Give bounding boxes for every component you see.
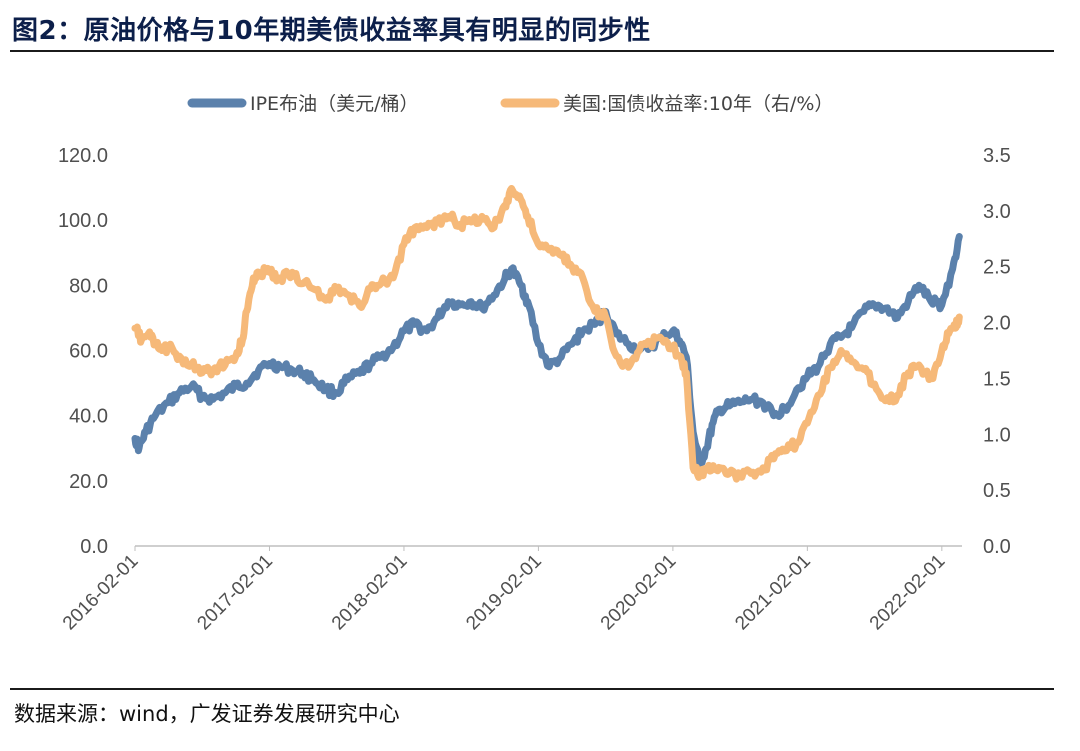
series-line-brent	[131, 233, 963, 468]
legend-label-ust10y: 美国:国债收益率:10年（右/%）	[563, 93, 833, 115]
y-left-tick-label: 0.0	[80, 536, 108, 558]
x-tick-label: 2021-02-01	[731, 551, 815, 635]
x-tick-label: 2016-02-01	[59, 551, 143, 635]
figure-title: 图2：原油价格与10年期美债收益率具有明显的同步性	[12, 16, 651, 46]
y-right-tick-label: 2.0	[983, 313, 1011, 335]
x-tick-label: 2022-02-01	[866, 551, 950, 635]
source-note: 数据来源：wind，广发证券发展研究中心	[14, 702, 400, 726]
y-right-tick-label: 0.5	[983, 480, 1011, 502]
y-left-tick-label: 40.0	[69, 406, 108, 428]
legend: IPE布油（美元/桶） 美国:国债收益率:10年（右/%）	[187, 93, 833, 115]
legend-label-brent: IPE布油（美元/桶）	[250, 93, 418, 115]
y-right-tick-label: 3.0	[983, 201, 1011, 223]
y-right-tick-label: 2.5	[983, 257, 1011, 279]
x-tick-label: 2018-02-01	[328, 551, 412, 635]
y-left-tick-label: 120.0	[58, 145, 108, 167]
y-right-tick-label: 1.5	[983, 368, 1011, 390]
title-divider	[10, 50, 1054, 52]
y-right-tick-label: 1.0	[983, 424, 1011, 446]
x-tick-label: 2019-02-01	[462, 551, 546, 635]
y-right-tick-label: 0.0	[983, 536, 1011, 558]
y-left-tick-label: 20.0	[69, 471, 108, 493]
y-left-tick-label: 80.0	[69, 275, 108, 297]
y-left-tick-label: 60.0	[69, 341, 108, 363]
x-tick-label: 2020-02-01	[597, 551, 681, 635]
series-layer	[131, 185, 963, 483]
y-right-tick-label: 3.5	[983, 145, 1011, 167]
series-line-ust10y	[131, 185, 963, 483]
y-left-tick-label: 100.0	[58, 210, 108, 232]
x-tick-label: 2017-02-01	[193, 551, 277, 635]
footer-divider	[10, 688, 1054, 690]
